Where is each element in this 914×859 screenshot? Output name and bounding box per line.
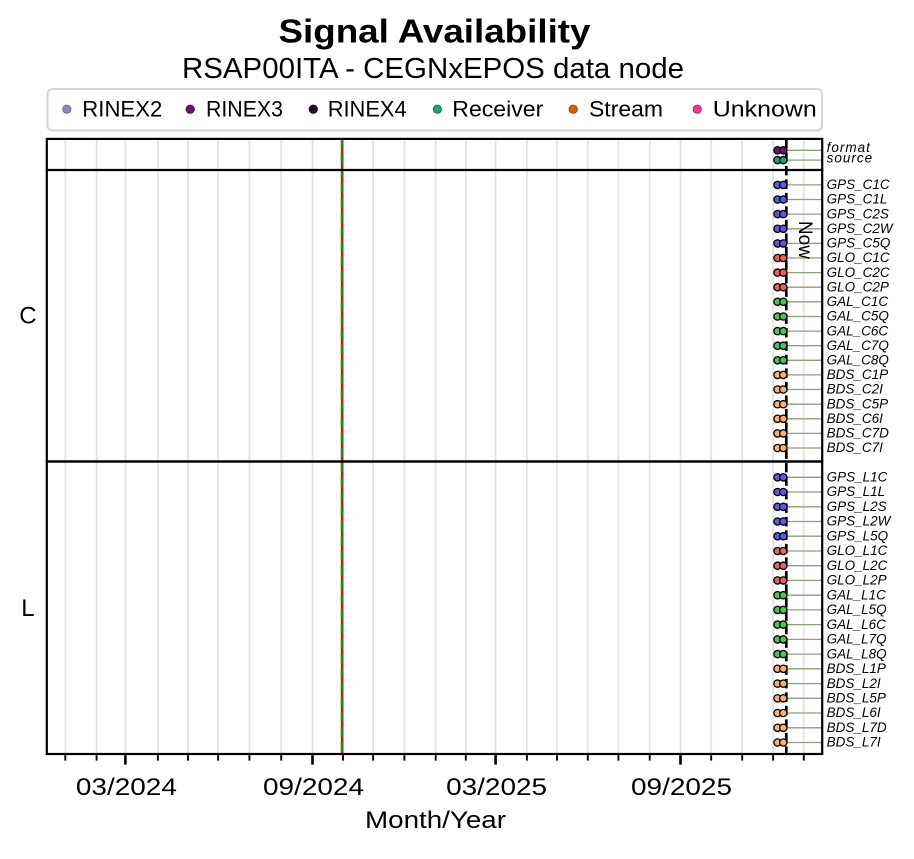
svg-text:GAL_C5Q: GAL_C5Q — [827, 309, 890, 324]
svg-text:BDS_C1P: BDS_C1P — [827, 367, 889, 382]
svg-text:BDS_L5P: BDS_L5P — [827, 691, 886, 706]
svg-text:BDS_L2I: BDS_L2I — [827, 676, 881, 691]
svg-text:BDS_L1P: BDS_L1P — [827, 661, 886, 676]
svg-text:GAL_C7Q: GAL_C7Q — [827, 338, 890, 353]
svg-text:GPS_C1C: GPS_C1C — [827, 177, 890, 192]
svg-text:GPS_L1L: GPS_L1L — [827, 484, 886, 499]
svg-text:Month/Year: Month/Year — [365, 807, 506, 834]
svg-text:format: format — [827, 140, 872, 155]
svg-text:BDS_C5P: BDS_C5P — [827, 396, 889, 411]
svg-text:source: source — [827, 151, 874, 166]
svg-text:C: C — [19, 303, 36, 330]
svg-text:BDS_C2I: BDS_C2I — [827, 382, 884, 397]
svg-text:09/2025: 09/2025 — [631, 774, 732, 801]
svg-text:BDS_L7I: BDS_L7I — [827, 735, 881, 750]
svg-text:GLO_L1C: GLO_L1C — [827, 543, 888, 558]
svg-text:GPS_L5Q: GPS_L5Q — [827, 528, 889, 543]
svg-text:BDS_L7D: BDS_L7D — [827, 720, 887, 735]
svg-text:GAL_L7Q: GAL_L7Q — [827, 632, 888, 647]
svg-text:GAL_L5Q: GAL_L5Q — [827, 602, 888, 617]
svg-text:GAL_C8Q: GAL_C8Q — [827, 353, 890, 368]
svg-text:BDS_C6I: BDS_C6I — [827, 411, 884, 426]
svg-text:RSAP00ITA - CEGNxEPOS data nod: RSAP00ITA - CEGNxEPOS data node — [182, 53, 684, 85]
svg-text:BDS_C7I: BDS_C7I — [827, 440, 884, 455]
svg-text:GPS_C5Q: GPS_C5Q — [827, 236, 891, 251]
svg-text:GPS_L2S: GPS_L2S — [827, 499, 887, 514]
svg-text:GLO_C2P: GLO_C2P — [827, 279, 889, 294]
svg-text:RINEX4: RINEX4 — [328, 97, 407, 122]
svg-text:GLO_C1C: GLO_C1C — [827, 250, 890, 265]
svg-text:BDS_L6I: BDS_L6I — [827, 705, 881, 720]
svg-text:GAL_C6C: GAL_C6C — [827, 323, 889, 338]
svg-text:Signal Availability: Signal Availability — [279, 13, 592, 50]
svg-text:GPS_L2W: GPS_L2W — [827, 514, 892, 529]
svg-text:RINEX2: RINEX2 — [82, 97, 162, 122]
svg-text:GLO_C2C: GLO_C2C — [827, 265, 890, 280]
svg-text:Receiver: Receiver — [452, 97, 543, 122]
svg-text:09/2024: 09/2024 — [263, 774, 364, 801]
svg-text:GAL_C1C: GAL_C1C — [827, 294, 889, 309]
svg-text:GPS_C2W: GPS_C2W — [827, 221, 894, 236]
svg-text:03/2024: 03/2024 — [76, 774, 177, 801]
svg-text:GPS_C1L: GPS_C1L — [827, 192, 888, 207]
svg-text:BDS_C7D: BDS_C7D — [827, 426, 890, 441]
svg-text:Now: Now — [794, 221, 815, 259]
svg-text:GLO_L2P: GLO_L2P — [827, 573, 887, 588]
svg-text:GAL_L8Q: GAL_L8Q — [827, 646, 888, 661]
svg-text:Stream: Stream — [589, 97, 663, 122]
svg-text:RINEX3: RINEX3 — [206, 97, 283, 122]
svg-text:L: L — [21, 595, 34, 622]
svg-text:GPS_C2S: GPS_C2S — [827, 206, 889, 221]
svg-text:GPS_L1C: GPS_L1C — [827, 470, 888, 485]
svg-text:Unknown: Unknown — [713, 97, 817, 122]
svg-text:GLO_L2C: GLO_L2C — [827, 558, 888, 573]
svg-text:GAL_L6C: GAL_L6C — [827, 617, 887, 632]
svg-text:03/2025: 03/2025 — [446, 774, 547, 801]
svg-text:GAL_L1C: GAL_L1C — [827, 587, 887, 602]
